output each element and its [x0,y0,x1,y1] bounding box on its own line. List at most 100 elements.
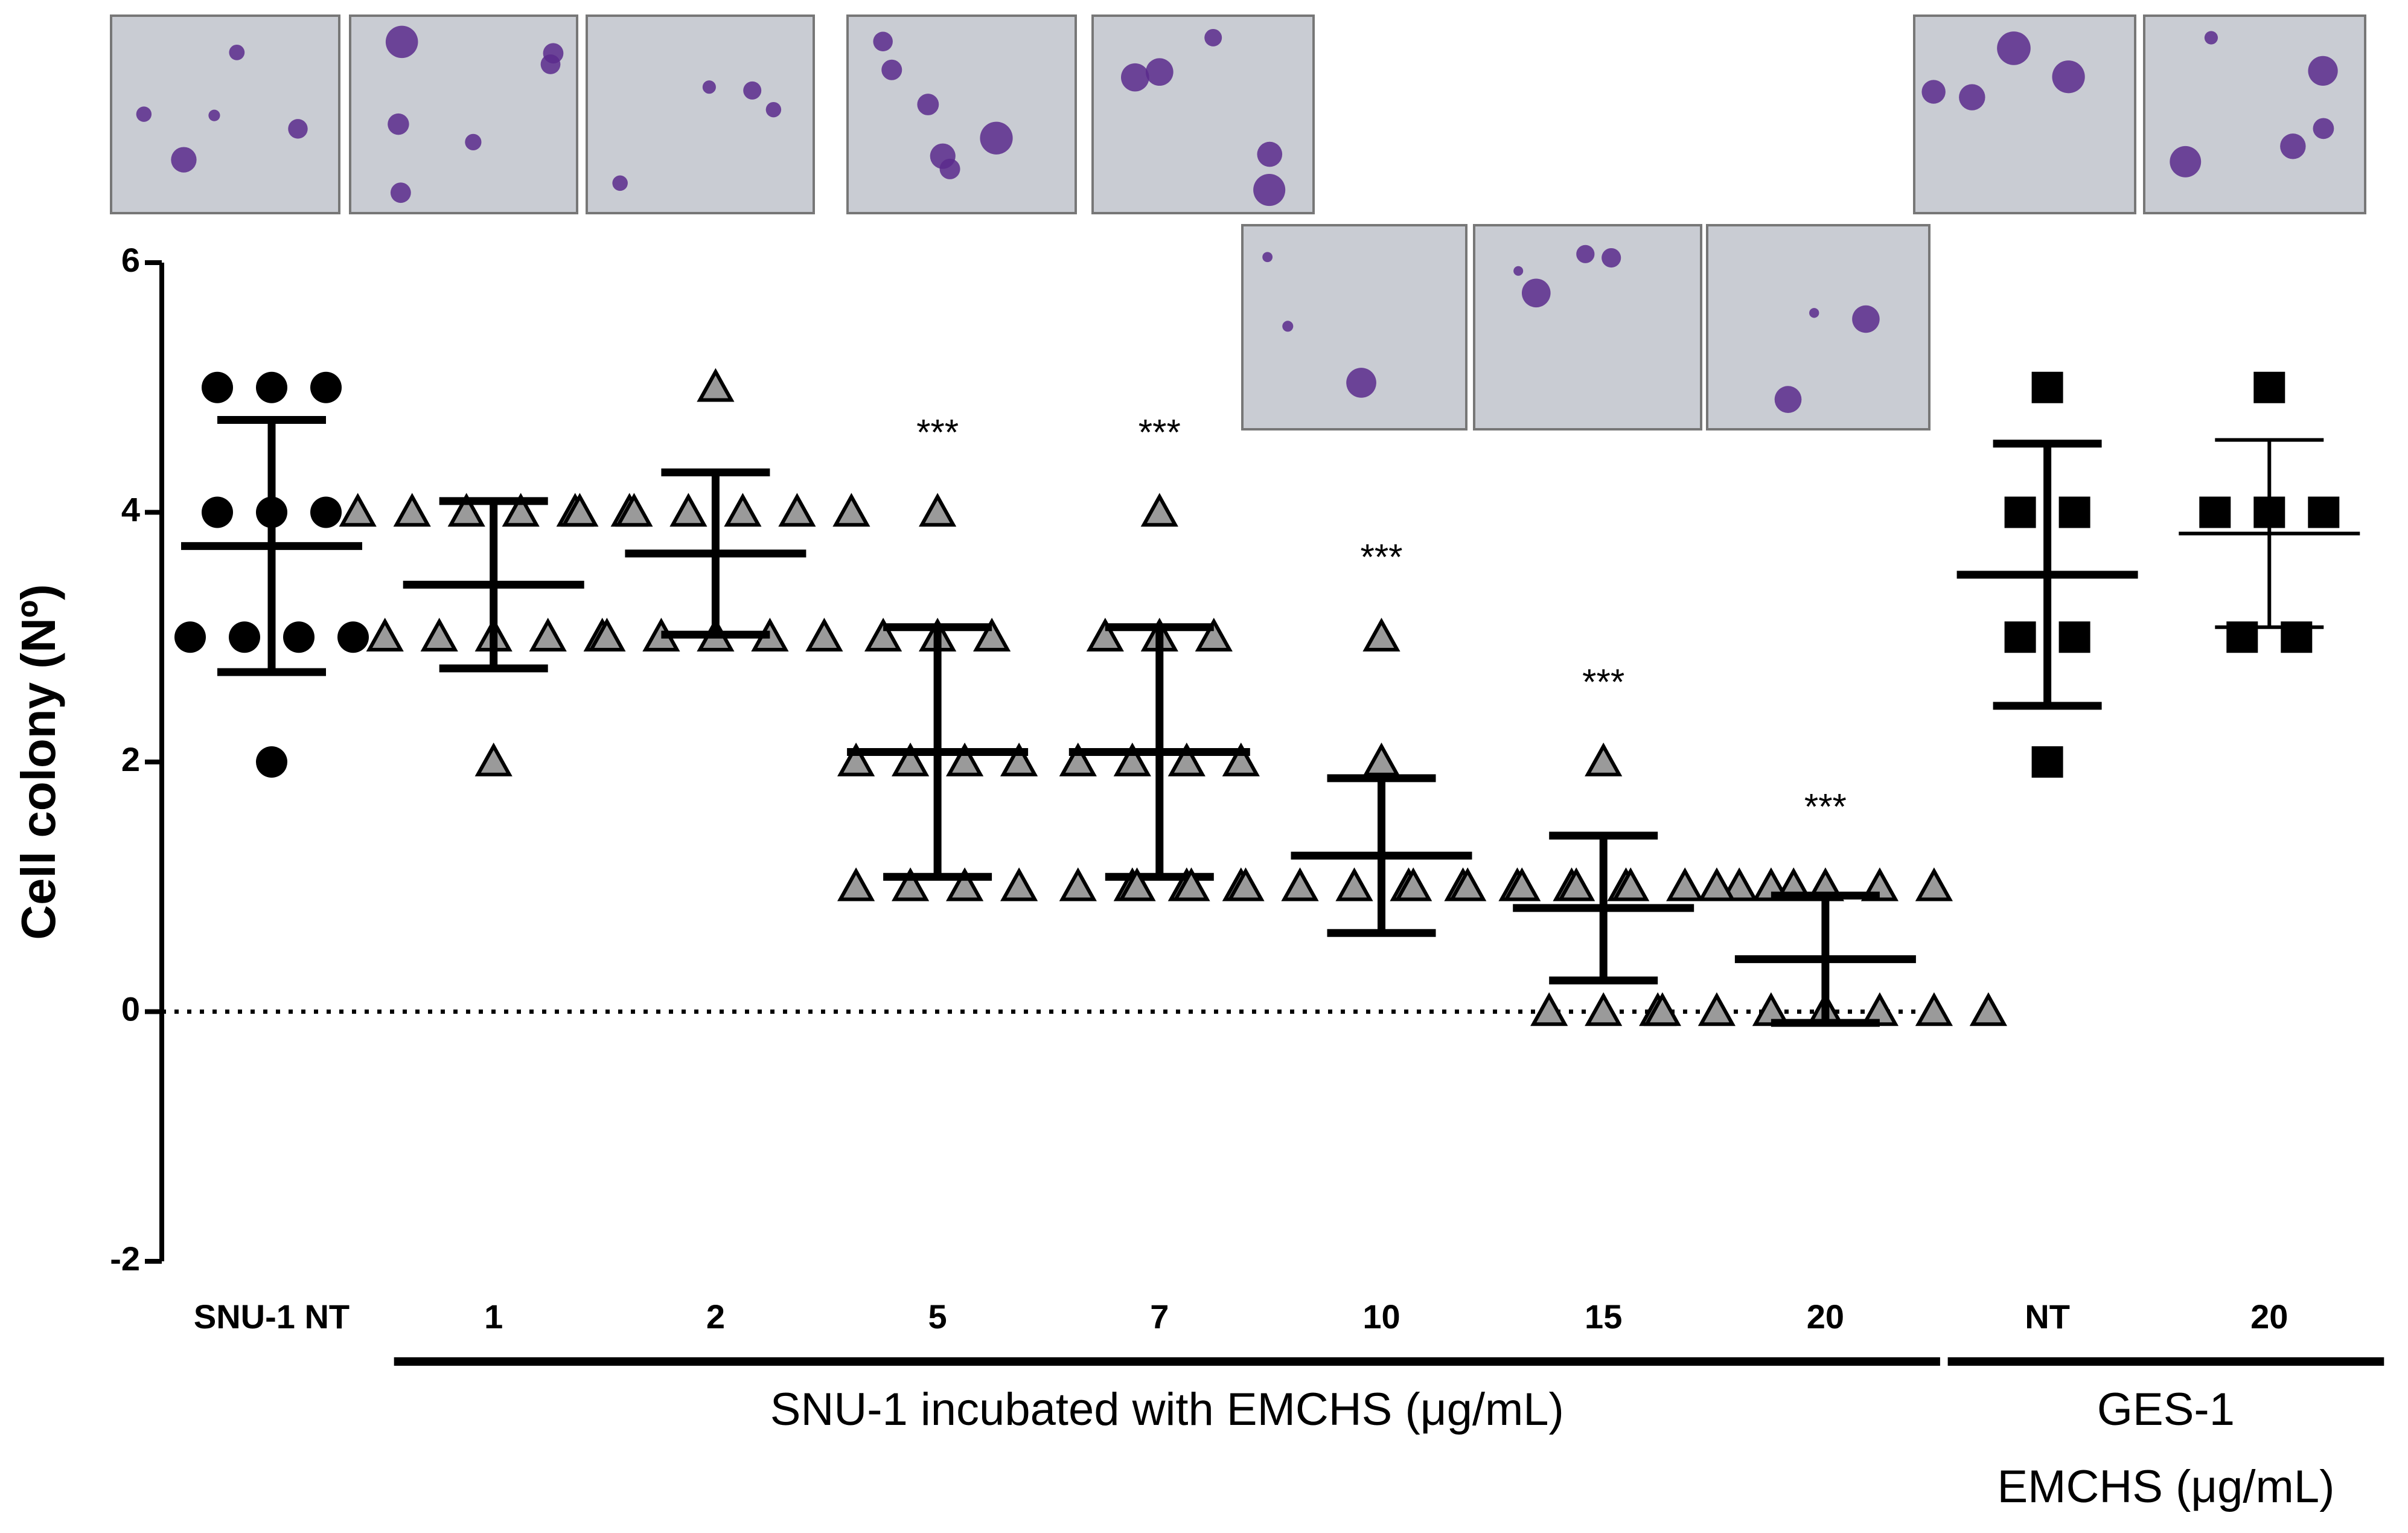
point [946,867,984,901]
cell [1576,245,1595,263]
significance: *** [916,412,959,452]
cell [1121,63,1149,92]
cell [1145,58,1174,86]
cell [1959,84,1985,110]
cell [2308,56,2338,86]
micrograph [2143,14,2366,214]
point [805,618,843,652]
point [1612,867,1650,901]
point [2004,496,2036,528]
point [174,621,206,653]
point [1585,992,1623,1026]
point [1059,867,1097,901]
cell [171,147,197,173]
point [832,493,870,527]
cell [136,106,152,122]
y-tick-label: -2 [110,1240,140,1278]
x-tick-label: 5 [928,1298,947,1336]
point [1394,867,1432,901]
point [393,493,431,527]
cell [873,31,893,51]
group-label: SNU-1 incubated with EMCHS (μg/mL) [770,1384,1564,1435]
cell [390,182,411,203]
point [1697,867,1736,901]
y-tick-label: 2 [121,740,140,778]
cell [540,54,561,74]
cell [2204,31,2218,45]
point [229,621,260,653]
x-tick-label: 20 [1807,1298,1844,1336]
cell [1253,174,1286,206]
point [1086,618,1124,652]
point [1697,992,1736,1026]
cell [229,44,245,60]
point [1503,867,1541,901]
group-label: GES-1 [2097,1384,2235,1435]
cell [743,81,762,100]
cell [208,109,220,121]
cell [465,133,482,151]
point [892,742,930,776]
x-tick-label: SNU-1 NT [194,1298,350,1336]
group-label: EMCHS (μg/mL) [1997,1461,2334,1512]
significance: *** [1582,662,1624,702]
cell [1204,28,1222,46]
point [778,493,816,527]
point [1362,618,1400,652]
point [588,618,626,652]
cell [388,113,409,135]
cell [1602,248,1621,268]
point [973,618,1011,652]
point [1113,742,1151,776]
x-tick-label: 20 [2250,1298,2288,1336]
point [615,493,653,527]
point [283,621,315,653]
cell [1513,266,1524,276]
point [1118,867,1156,901]
point [1557,867,1595,901]
cell [939,158,960,179]
cell [2280,133,2306,159]
point [837,742,875,776]
x-tick-label: 2 [706,1298,725,1336]
cell [917,94,939,115]
y-axis-label: Cell colony (Nº) [11,584,65,939]
cell [765,101,782,118]
micrograph [1241,224,1467,430]
point [529,618,567,652]
point [1000,867,1038,901]
micrographs [110,14,2366,430]
x-tick-label: 7 [1150,1298,1169,1336]
cell [2313,118,2334,139]
cell [1809,308,1819,318]
point [2253,371,2285,403]
cell [1346,368,1376,398]
x-tick-label: 15 [1585,1298,1622,1336]
point [1449,867,1487,901]
x-tick-label: 1 [484,1298,503,1336]
point [2058,496,2090,528]
point [256,371,287,403]
point [919,493,957,527]
point [1227,867,1265,901]
point [2004,621,2036,653]
point [1140,493,1178,527]
cell [1257,141,1283,167]
y-tick-label: 4 [121,490,140,528]
cell [881,59,902,80]
point [1167,742,1206,776]
micrograph [349,14,578,214]
cell [1997,31,2031,65]
x-tick-label: NT [2025,1298,2070,1336]
point [561,493,599,527]
point [420,618,458,652]
significance: *** [1804,787,1847,827]
point [256,746,287,778]
point [1643,992,1681,1026]
point [1915,992,1953,1026]
point [339,493,377,527]
cell [385,25,418,59]
point [2199,496,2231,528]
cell [612,175,628,191]
